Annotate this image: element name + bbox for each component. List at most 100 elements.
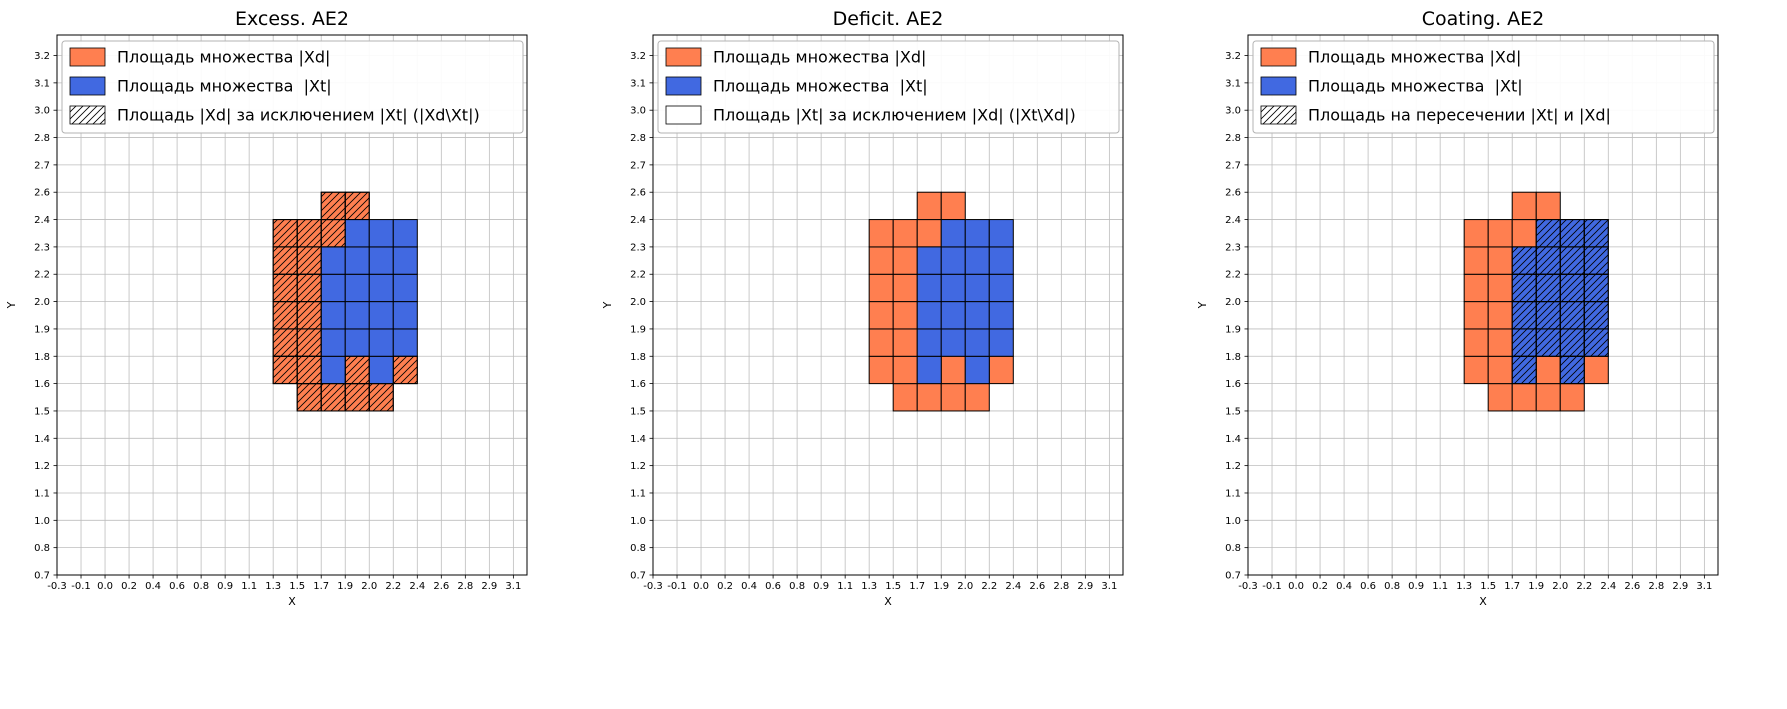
x-tick-label: 2.4: [1601, 581, 1617, 592]
y-tick-label: 3.1: [34, 78, 50, 89]
cell-xd: [1488, 328, 1514, 357]
x-tick-label: 1.5: [1481, 581, 1497, 592]
y-tick-label: 2.2: [1225, 270, 1241, 281]
cell-xt: [368, 219, 394, 248]
cell-xt: [964, 273, 990, 303]
y-tick-label: 1.4: [630, 434, 646, 445]
x-tick-label: 1.7: [1505, 581, 1521, 592]
y-axis-label: Y: [601, 301, 614, 309]
cell-hatch-overlay: [1560, 328, 1586, 357]
cell-xd: [916, 383, 942, 412]
cell-xt: [320, 246, 346, 275]
cell-hatch-overlay: [344, 383, 370, 412]
x-tick-label: 0.4: [1336, 581, 1352, 592]
cell-xt: [940, 328, 966, 357]
legend-label: Площадь множества |Xd|: [713, 48, 926, 67]
cell-hatch-overlay: [296, 246, 322, 275]
cell-xt: [320, 355, 346, 385]
cell-xt: [392, 328, 418, 357]
y-tick-label: 2.8: [34, 133, 50, 144]
cell-hatch-overlay: [272, 273, 298, 303]
cell-xt: [940, 273, 966, 303]
cell-xt: [916, 273, 942, 303]
y-tick-label: 1.5: [34, 406, 50, 417]
cell-xt: [392, 246, 418, 275]
x-tick-label: -0.3: [47, 581, 67, 592]
y-tick-label: 2.6: [34, 188, 50, 199]
y-tick-label: 3.2: [1225, 51, 1241, 62]
plot-spine: [1247, 34, 1719, 576]
cell-xd: [1488, 301, 1514, 330]
y-tick-label: 2.6: [1225, 188, 1241, 199]
x-tick-label: 2.0: [957, 581, 973, 592]
cell-xt: [344, 301, 370, 330]
cell-xt: [368, 328, 394, 357]
plot-spine: [56, 34, 528, 576]
cell-xd: [868, 301, 894, 330]
cell-hatch-overlay: [1560, 301, 1586, 330]
cell-hatch-overlay: [1536, 301, 1562, 330]
cell-hatch-overlay: [344, 191, 370, 221]
cell-hatch-overlay: [1560, 273, 1586, 303]
cells-layer: [868, 191, 1014, 412]
cell-xd: [892, 219, 918, 248]
x-tick-label: 0.8: [1385, 581, 1401, 592]
cell-hatch-overlay: [1536, 273, 1562, 303]
x-tick-label: 0.9: [217, 581, 233, 592]
x-tick-label: 3.1: [505, 581, 521, 592]
cell-hatch-overlay: [296, 383, 322, 412]
cell-xd: [1488, 219, 1514, 248]
y-tick-label: 1.9: [34, 324, 50, 335]
cell-xd: [940, 383, 966, 412]
legend-swatch-hatch: [1260, 105, 1297, 125]
y-tick-label: 1.0: [34, 516, 50, 527]
plot-coating: -0.3 -0.1 0.0 0.2 0.4 0.6 0.8 0.9 1.1 1.3 1.5 1.7 1.…: [1196, 8, 1719, 608]
y-tick-label: 2.7: [1225, 160, 1241, 171]
x-axis-label: X: [884, 595, 892, 608]
cell-xd: [1536, 383, 1562, 412]
plot-excess: -0.3 -0.1 0.0 0.2 0.4 0.6 0.8 0.9 1.1 1.3 1.5 1.7 1.…: [5, 8, 528, 608]
cell-hatch-overlay: [1512, 246, 1538, 275]
y-tick-label: 1.5: [1225, 406, 1241, 417]
x-tick-label: 1.5: [289, 581, 305, 592]
x-tick-label: 2.6: [433, 581, 449, 592]
x-tick-label: 0.9: [813, 581, 829, 592]
x-tick-label: 1.3: [1457, 581, 1473, 592]
legend-label: Площадь на пересечении |Xt| и |Xd|: [1308, 106, 1611, 125]
y-tick-label: 3.0: [1225, 106, 1241, 117]
x-tick-label: 0.2: [717, 581, 733, 592]
legend-label: Площадь |Xd| за исключением |Xt| (|Xd\Xt…: [117, 106, 480, 125]
cell-xd: [1464, 273, 1490, 303]
cell-hatch-overlay: [1584, 273, 1610, 303]
cell-hatch-overlay: [320, 219, 346, 248]
legend-swatch-xd: [1260, 47, 1297, 67]
cell-hatch-overlay: [272, 301, 298, 330]
x-tick-label: 2.2: [981, 581, 997, 592]
y-tick-label: 2.6: [630, 188, 646, 199]
cell-xt: [964, 219, 990, 248]
panel-coating: -0.3 -0.1 0.0 0.2 0.4 0.6 0.8 0.9 1.1 1.3 1.5 1.7 1.…: [1191, 0, 1787, 709]
cell-xd: [940, 191, 966, 221]
cell-xd: [868, 328, 894, 357]
cell-xd: [1536, 355, 1562, 385]
x-tick-label: 1.9: [1529, 581, 1545, 592]
cell-hatch-overlay: [1584, 246, 1610, 275]
y-tick-label: 1.8: [630, 352, 646, 363]
y-tick-label: 2.2: [630, 270, 646, 281]
cell-xd: [868, 219, 894, 248]
cell-xd: [916, 191, 942, 221]
cell-xd: [892, 246, 918, 275]
x-tick-label: 1.7: [909, 581, 925, 592]
x-tick-label: 0.4: [145, 581, 161, 592]
y-tick-label: 1.1: [34, 488, 50, 499]
legend-box: [1252, 40, 1715, 134]
cell-xt: [988, 273, 1014, 303]
y-tick-label: 2.4: [1225, 215, 1241, 226]
y-tick-label: 1.9: [630, 324, 646, 335]
cell-xd: [1464, 301, 1490, 330]
y-tick-label: 0.7: [34, 571, 50, 582]
cell-hatch-overlay: [272, 328, 298, 357]
cell-xt: [940, 246, 966, 275]
cell-xt: [916, 355, 942, 385]
cell-xd: [892, 273, 918, 303]
